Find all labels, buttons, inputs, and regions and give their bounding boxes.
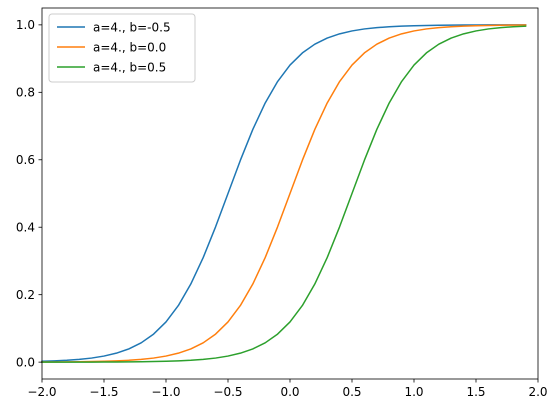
- x-tick-label: 2.0: [528, 385, 547, 399]
- legend-label-2: a=4., b=0.5: [93, 60, 166, 74]
- x-axis-ticks: −2.0 −1.5 −1.0 −0.5 0.0 0.5 1.0 1.5 2.0: [27, 379, 548, 399]
- y-tick-label: 0.0: [16, 355, 35, 369]
- y-tick-label: 0.6: [16, 153, 35, 167]
- series-layer: [41, 24, 527, 363]
- series-line-1: [41, 24, 527, 363]
- legend-label-0: a=4., b=-0.5: [93, 20, 171, 34]
- legend-label-1: a=4., b=0.0: [93, 40, 166, 54]
- x-tick-label: 1.5: [466, 385, 485, 399]
- legend: a=4., b=-0.5 a=4., b=0.0 a=4., b=0.5: [48, 13, 196, 83]
- y-axis-ticks: 0.0 0.2 0.4 0.6 0.8 1.0: [16, 18, 42, 369]
- x-tick-label: 0.5: [342, 385, 361, 399]
- y-tick-label: 1.0: [16, 18, 35, 32]
- series-line-0: [41, 24, 527, 363]
- legend-box: [48, 13, 196, 83]
- x-tick-label: −1.0: [151, 385, 180, 399]
- y-tick-label: 0.8: [16, 86, 35, 100]
- x-tick-label: −0.5: [213, 385, 242, 399]
- x-tick-label: 0.0: [280, 385, 299, 399]
- series-line-2: [41, 25, 527, 363]
- x-tick-label: −2.0: [27, 385, 56, 399]
- x-tick-label: −1.5: [89, 385, 118, 399]
- y-tick-label: 0.4: [16, 220, 35, 234]
- x-tick-label: 1.0: [404, 385, 423, 399]
- y-tick-label: 0.2: [16, 288, 35, 302]
